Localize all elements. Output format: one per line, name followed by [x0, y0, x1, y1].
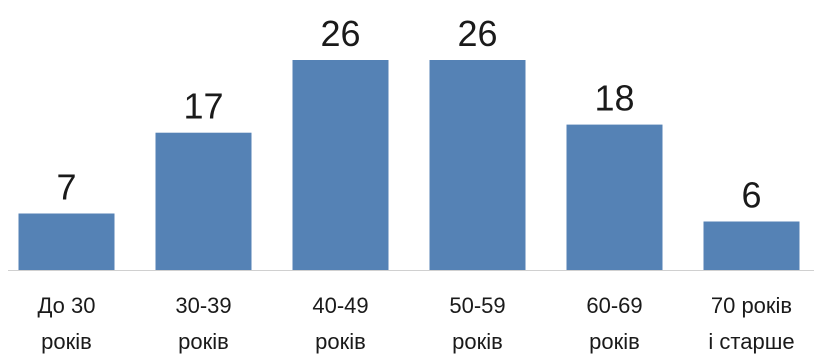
value-label-3: 26	[457, 13, 497, 54]
category-label-3-line-0: 50-59	[449, 293, 505, 318]
category-label-4-line-0: 60-69	[586, 293, 642, 318]
category-label-2-line-0: 40-49	[312, 293, 368, 318]
category-label-1-line-1: років	[178, 329, 229, 354]
value-label-4: 18	[594, 78, 634, 119]
value-label-2: 26	[320, 13, 360, 54]
category-label-5-line-1: і старше	[708, 329, 794, 354]
category-label-4-line-1: років	[589, 329, 640, 354]
bar-1	[155, 132, 252, 270]
value-label-5: 6	[741, 175, 761, 216]
bar-3	[429, 60, 526, 270]
category-label-0-line-1: років	[41, 329, 92, 354]
category-label-2-line-1: років	[315, 329, 366, 354]
category-label-5-line-0: 70 років	[711, 293, 792, 318]
bar-4	[566, 124, 663, 270]
category-label-0-line-0: До 30	[38, 293, 96, 318]
bars-group	[18, 60, 800, 270]
value-label-1: 17	[183, 86, 223, 127]
value-labels-group: 7 17 26 26 18 6	[56, 13, 761, 216]
category-label-1-line-0: 30-39	[175, 293, 231, 318]
category-labels-group: До 30 років 30-39 років 40-49 років 50-59 років…	[38, 293, 795, 354]
bar-0	[18, 213, 115, 270]
value-label-0: 7	[56, 167, 76, 208]
category-label-3-line-1: років	[452, 329, 503, 354]
bar-5	[703, 221, 800, 270]
bar-2	[292, 60, 389, 270]
